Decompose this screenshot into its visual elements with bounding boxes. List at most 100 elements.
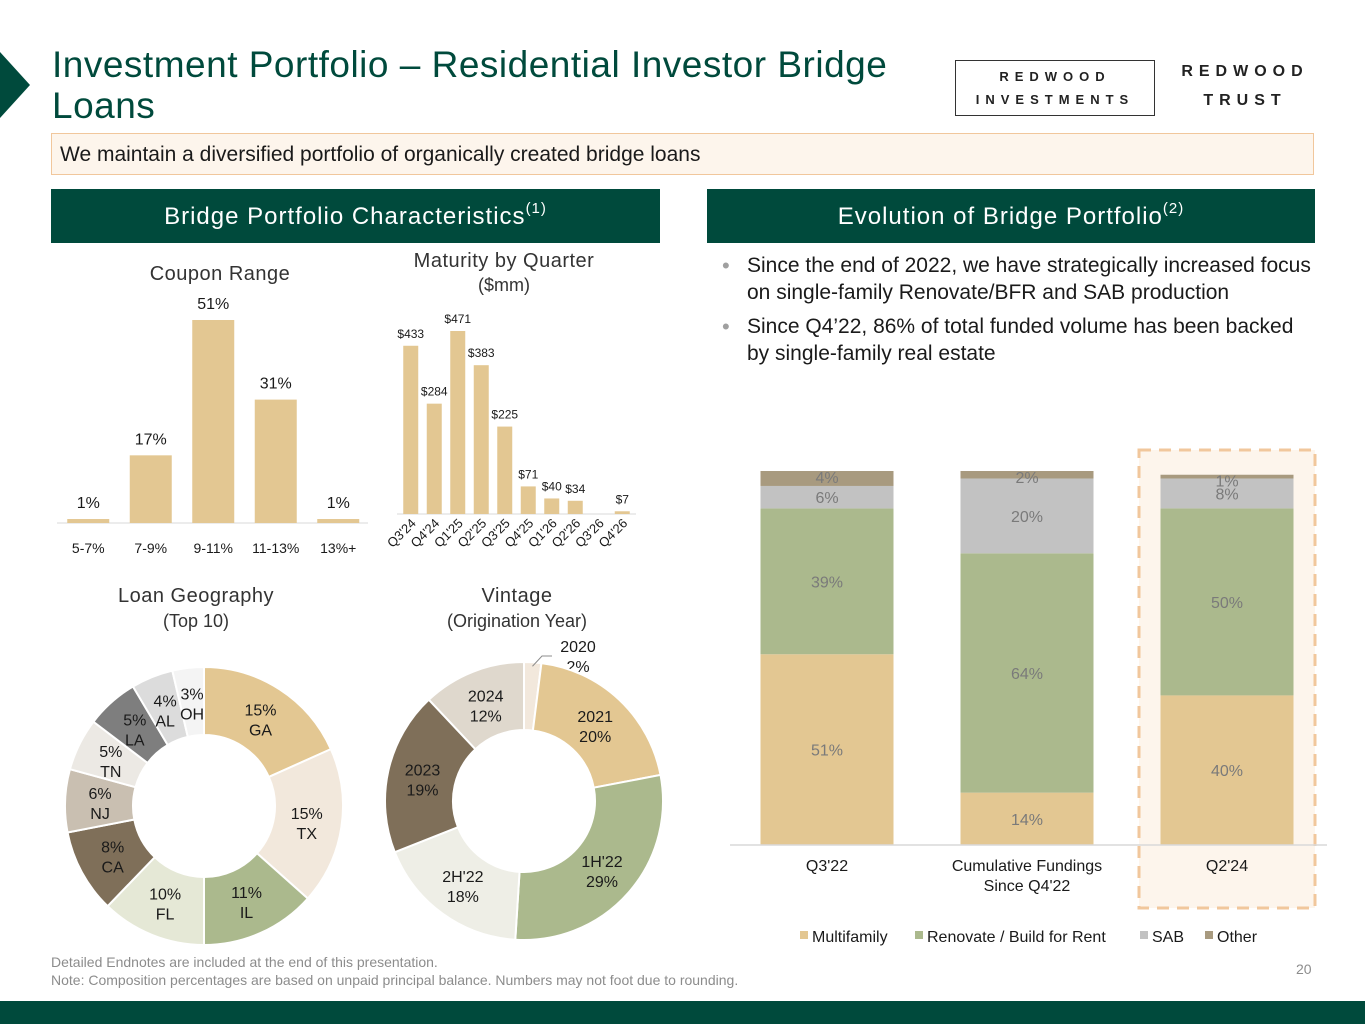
- geography-slice-name: IL: [240, 905, 253, 922]
- maturity-bar: [497, 426, 513, 514]
- evolution-category-label: Q3'22: [806, 858, 848, 875]
- maturity-value-label: $225: [491, 408, 518, 422]
- coupon-category-label: 13%+: [320, 540, 356, 556]
- coupon-value-label: 1%: [77, 495, 100, 512]
- evolution-segment: [760, 471, 894, 486]
- maturity-value-label: $7: [616, 492, 630, 506]
- vintage-leader-line: [532, 655, 552, 667]
- geography-slice-pct: 8%: [101, 840, 124, 857]
- charts-canvas: Coupon Range 1% 5-7% 17% 7-9% 51% 9-11% 31% 11-…: [57, 250, 1327, 947]
- vintage-slice-name: 2021: [577, 709, 613, 726]
- vintage-slice: [531, 661, 662, 789]
- vintage-slice-pct: 20%: [579, 729, 611, 746]
- evolution-category-label: Cumulative Fundings: [952, 858, 1102, 875]
- evolution-bullets: Since the end of 2022, we have strategic…: [722, 252, 1312, 374]
- evolution-segment: [760, 485, 894, 509]
- coupon-value-label: 17%: [135, 431, 167, 448]
- maturity-bar: [403, 345, 419, 514]
- evolution-stacked-chart: 51% 39% 6% 4% Q3'22 14% 64% 20% 2% Cumulative Fun…: [730, 448, 1327, 946]
- evolution-segment-label: 51%: [811, 743, 843, 760]
- evolution-segment: [760, 654, 894, 845]
- bullet-item: Since Q4’22, 86% of total funded volume …: [722, 313, 1312, 367]
- vintage-slice-name: 1H'22: [581, 854, 622, 871]
- evolution-segment-label: 50%: [1211, 595, 1243, 612]
- coupon-bar: [129, 455, 172, 523]
- logo-trust-line2: TRUST: [1203, 92, 1287, 109]
- bottom-bar: [0, 1001, 1365, 1024]
- geography-slice-name: GA: [249, 723, 272, 740]
- vintage-slice: [514, 773, 664, 941]
- geography-slice-pct: 10%: [149, 886, 181, 903]
- maturity-bar: [544, 498, 560, 514]
- geography-slice-name: TN: [100, 764, 121, 781]
- maturity-chart-subtitle: ($mm): [478, 275, 530, 295]
- maturity-bar: [450, 331, 466, 514]
- maturity-bar: [614, 511, 630, 514]
- coupon-value-label: 1%: [327, 495, 350, 512]
- maturity-bar: [473, 365, 489, 514]
- geography-chart-title: Loan Geography: [118, 585, 274, 607]
- legend-swatch: [800, 931, 808, 939]
- legend-label: Other: [1217, 929, 1258, 946]
- maturity-value-label: $284: [421, 385, 448, 399]
- accent-arrow: [0, 52, 30, 118]
- coupon-bar: [254, 399, 297, 523]
- coupon-category-label: 11-13%: [252, 540, 299, 556]
- vintage-slice: [393, 825, 521, 941]
- vintage-slice-pct: 18%: [447, 889, 479, 906]
- geography-slice-name: OH: [180, 707, 204, 724]
- logo-investments-line2: INVESTMENTS: [975, 92, 1135, 107]
- evolution-segment-label: 39%: [811, 574, 843, 591]
- vintage-chart-subtitle: (Origination Year): [447, 611, 587, 631]
- geography-slice-name: NJ: [90, 806, 110, 823]
- redwood-trust-logo: REDWOOD TRUST: [1170, 64, 1320, 109]
- geography-slice-name: CA: [102, 860, 125, 877]
- geography-chart-subtitle: (Top 10): [163, 611, 229, 631]
- redwood-investments-logo: REDWOOD INVESTMENTS: [955, 60, 1155, 116]
- geography-slice-pct: 5%: [99, 744, 122, 761]
- maturity-bar: [520, 486, 536, 514]
- geography-slice-name: AL: [155, 714, 175, 731]
- coupon-chart-title: Coupon Range: [150, 263, 291, 285]
- logo-investments-line1: REDWOOD: [999, 69, 1111, 84]
- coupon-bar: [192, 320, 235, 523]
- geography-slice-pct: 4%: [154, 694, 177, 711]
- coupon-category-label: 5-7%: [72, 540, 105, 556]
- vintage-slice-name: 2024: [468, 688, 504, 705]
- vintage-slice-pct: 12%: [470, 708, 502, 725]
- left-panel-note-mark: (1): [525, 200, 547, 217]
- evolution-segment: [1160, 474, 1294, 479]
- footnote-line1: Detailed Endnotes are included at the en…: [51, 954, 438, 970]
- footnote-line2: Note: Composition percentages are based …: [51, 972, 739, 988]
- coupon-value-label: 51%: [197, 296, 229, 313]
- vintage-slice-name: 2020: [560, 639, 596, 656]
- maturity-value-label: $40: [542, 479, 562, 493]
- maturity-value-label: $71: [518, 467, 538, 481]
- evolution-segment: [1160, 508, 1294, 696]
- evolution-segment: [760, 508, 894, 655]
- bullet-item: Since the end of 2022, we have strategic…: [722, 252, 1312, 306]
- right-panel-note-mark: (2): [1162, 200, 1185, 217]
- vintage-slice-name: 2023: [405, 762, 441, 779]
- vintage-slice: [427, 660, 525, 751]
- legend-label: Renovate / Build for Rent: [927, 929, 1106, 946]
- geography-slice-pct: 11%: [231, 885, 262, 902]
- page-number: 20: [1296, 961, 1312, 977]
- evolution-segment-label: 14%: [1011, 812, 1043, 829]
- maturity-value-label: $471: [444, 312, 471, 326]
- legend-swatch: [915, 931, 923, 939]
- subtitle-banner: We maintain a diversified portfolio of o…: [51, 133, 1314, 175]
- coupon-category-label: 9-11%: [194, 540, 233, 556]
- geography-slice-name: LA: [125, 732, 145, 749]
- coupon-bar: [67, 519, 110, 523]
- left-panel-header: Bridge Portfolio Characteristics(1): [51, 189, 660, 243]
- evolution-category-label: Since Q4'22: [984, 878, 1071, 895]
- geography-donut-chart: Loan Geography (Top 10) 15% GA 15% TX 11% IL 1…: [64, 585, 344, 947]
- geography-slice: [203, 665, 333, 779]
- geography-slice-name: FL: [156, 906, 175, 923]
- vintage-chart-title: Vintage: [482, 585, 553, 607]
- legend-label: SAB: [1152, 929, 1184, 946]
- maturity-value-label: $433: [397, 327, 424, 341]
- evolution-segment-label: 4%: [815, 470, 838, 487]
- geography-slice-pct: 3%: [181, 687, 204, 704]
